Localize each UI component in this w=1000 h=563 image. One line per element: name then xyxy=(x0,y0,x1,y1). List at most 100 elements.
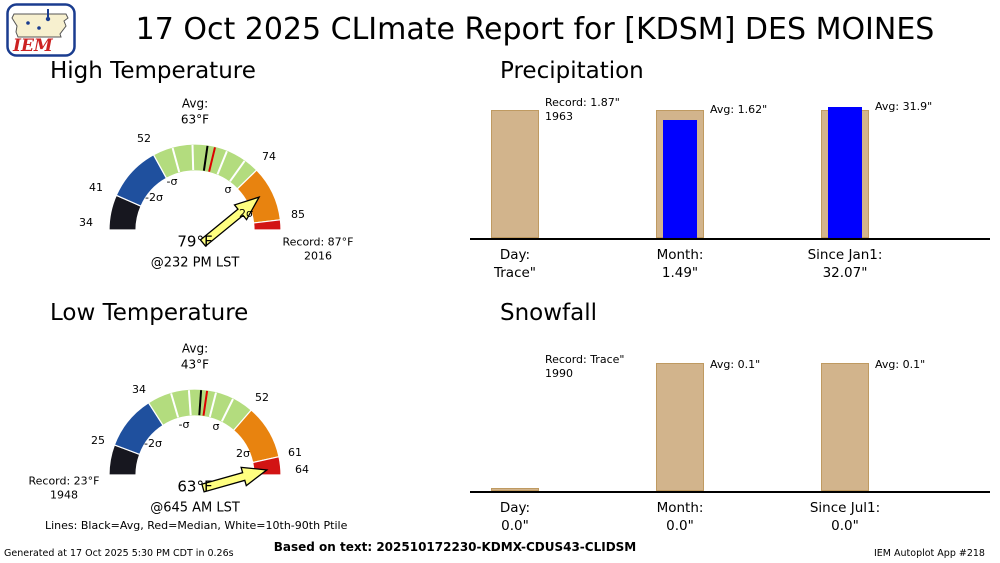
observation-time: @645 AM LST xyxy=(150,500,240,516)
based-on-text: Based on text: 202510172230-KDMX-CDUS43-… xyxy=(273,540,637,554)
current-value: 79°F xyxy=(177,232,213,251)
generated-timestamp: Generated at 17 Oct 2025 5:30 PM CDT in … xyxy=(4,548,234,559)
sigma-neg1-label: -σ xyxy=(178,417,190,431)
iem-logo-text: IEM xyxy=(12,36,54,56)
scale-label-neg1sigma: 52 xyxy=(137,131,151,145)
autoplot-app-label: IEM Autoplot App #218 xyxy=(874,548,985,559)
scale-label-pos1sigma: 52 xyxy=(255,390,269,404)
high-temp-title: High Temperature xyxy=(50,58,256,84)
record-year: 1948 xyxy=(49,489,78,502)
month-reference-bar xyxy=(656,363,704,491)
sigma-neg2-label: -2σ xyxy=(144,436,162,450)
value-arrow xyxy=(199,195,261,248)
category-name: Since Jul1: xyxy=(809,500,881,516)
snowfall-chart: Record: Trace" 1990 Avg: 0.1" Avg: 0.1" … xyxy=(470,337,990,547)
scale-label-min: 34 xyxy=(79,215,93,229)
day-note: Record: 1.87" 1963 xyxy=(545,96,620,125)
note-line1: Avg: 0.1" xyxy=(875,358,926,371)
category-value: Trace" xyxy=(493,265,537,282)
record-value: Record: 87°F xyxy=(282,235,354,249)
note-line1: Record: 1.87" xyxy=(545,96,620,109)
gauge-stat-line xyxy=(208,147,216,172)
since-jan1-note: Avg: 31.9" xyxy=(875,100,932,114)
low-temperature-gauge: Avg: 43°F 25 34 52 61 64 -2σ -σ σ 2σ 63°… xyxy=(28,337,340,542)
scale-label-min: 25 xyxy=(91,433,105,447)
sigma-neg2-label: -2σ xyxy=(145,190,163,204)
day-reference-bar xyxy=(491,110,539,238)
precip-plot-area: Record: 1.87" 1963 Avg: 1.62" Avg: 31.9" xyxy=(470,95,990,240)
note-line1: Avg: 0.1" xyxy=(710,358,761,371)
scale-label-pos2sigma: 85 xyxy=(291,207,305,221)
avg-value: 43°F xyxy=(180,357,210,371)
category-name: Day: xyxy=(499,500,531,516)
high-temp-gauge-arc xyxy=(108,143,282,248)
high-temperature-gauge: Avg: 63°F 34 41 52 74 85 -2σ -σ σ 2σ 79°… xyxy=(50,92,354,297)
since-jul1-note: Avg: 0.1" xyxy=(875,358,925,372)
month-note: Avg: 0.1" xyxy=(710,358,760,372)
category-value: 32.07" xyxy=(822,265,868,282)
record-year: 2016 xyxy=(303,250,332,263)
sigma-pos2-label: 2σ xyxy=(239,206,253,220)
gauge-segment xyxy=(252,219,282,231)
since-jul1-reference-bar xyxy=(821,363,869,491)
scale-label-neg2sigma: 41 xyxy=(89,180,103,194)
category-name: Day: xyxy=(499,247,531,263)
category-name: Month: xyxy=(656,500,704,516)
gauge-avg-label: Avg: 43°F xyxy=(181,341,209,372)
iem-logo: IEM xyxy=(6,3,76,57)
scale-label-pos1sigma: 74 xyxy=(262,149,276,163)
category-value: 0.0" xyxy=(831,518,859,535)
snowfall-title: Snowfall xyxy=(500,300,598,326)
record-value: Record: 23°F xyxy=(28,474,100,488)
antenna-dot-icon xyxy=(45,16,51,22)
month-category-label: Month: 1.49" xyxy=(657,246,704,282)
month-actual-bar xyxy=(663,120,697,238)
scale-label-pos2sigma: 61 xyxy=(288,445,302,459)
since-jan1-actual-bar xyxy=(828,107,862,238)
gauge-stat-line xyxy=(191,144,195,171)
note-line2: 1990 xyxy=(545,367,573,381)
gauge-stat-line xyxy=(198,390,203,416)
page-title: 17 Oct 2025 CLImate Report for [KDSM] DE… xyxy=(135,12,935,47)
month-note: Avg: 1.62" xyxy=(710,103,767,117)
sensor-dot-icon xyxy=(37,26,41,30)
gauge-stat-line xyxy=(187,390,192,416)
gauge-stat-line xyxy=(208,392,217,418)
iowa-map-outline xyxy=(11,13,69,38)
lines-legend-note: Lines: Black=Avg, Red=Median, White=10th… xyxy=(45,519,348,532)
gauge-stat-line xyxy=(170,393,180,418)
day-category-label: Day: 0.0" xyxy=(500,499,530,535)
note-line1: Avg: 31.9" xyxy=(875,100,933,113)
gauge-stat-line xyxy=(171,147,181,173)
note-line1: Avg: 1.62" xyxy=(710,103,768,116)
gauge-avg-label: Avg: 63°F xyxy=(181,96,209,127)
category-name: Month: xyxy=(656,247,704,263)
category-value: 1.49" xyxy=(661,265,699,282)
sigma-pos1-label: σ xyxy=(212,419,220,433)
sigma-neg1-label: -σ xyxy=(166,174,178,188)
day-note: Record: Trace" 1990 xyxy=(545,353,624,382)
sigma-pos1-label: σ xyxy=(224,182,232,196)
precipitation-title: Precipitation xyxy=(500,58,644,84)
record-label: Record: 23°F 1948 xyxy=(28,475,99,504)
sensor-dot-icon xyxy=(26,21,30,25)
snowfall-plot-area: Record: Trace" 1990 Avg: 0.1" Avg: 0.1" xyxy=(470,337,990,493)
observation-time: @232 PM LST xyxy=(150,255,240,271)
scale-label-max: 64 xyxy=(295,462,309,476)
low-temp-title: Low Temperature xyxy=(50,300,249,326)
category-value: 0.0" xyxy=(666,518,694,535)
value-arrow xyxy=(201,466,269,493)
iem-logo-graphic: IEM xyxy=(6,3,76,57)
avg-value: 63°F xyxy=(180,112,210,126)
gauge-stat-line xyxy=(202,145,209,171)
avg-caption: Avg: xyxy=(181,96,209,111)
note-line2: 1963 xyxy=(545,110,573,124)
sigma-pos2-label: 2σ xyxy=(236,446,250,460)
gauge-stat-line xyxy=(221,398,234,422)
gauge-stat-line xyxy=(216,150,228,175)
category-value: 0.0" xyxy=(501,518,529,535)
gauge-stat-line xyxy=(202,390,209,416)
category-name: Since Jan1: xyxy=(807,247,883,263)
day-reference-bar xyxy=(491,488,539,491)
